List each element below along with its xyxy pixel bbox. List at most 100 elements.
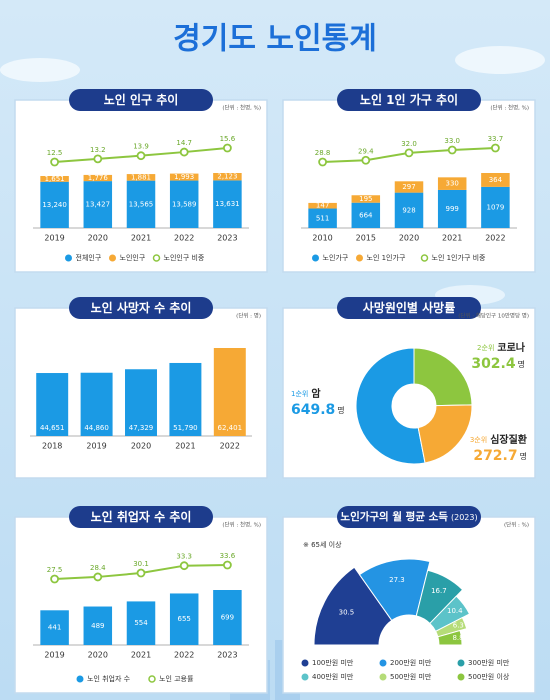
bar-value-label: 1,881 <box>131 173 151 181</box>
x-tick-label: 2020 <box>88 651 108 660</box>
bar-segment <box>213 590 242 645</box>
x-tick-label: 2020 <box>131 442 151 451</box>
bar-segment <box>394 181 424 193</box>
title-pill <box>69 89 213 111</box>
rank: 3순위 <box>470 436 487 444</box>
bar-value-label: 2,123 <box>217 173 237 181</box>
bar-segment <box>394 192 424 228</box>
bar <box>36 373 69 436</box>
bar-segment <box>437 177 467 190</box>
bar-value-label: 664 <box>359 211 373 219</box>
bar-value-label: 13,565 <box>129 200 154 208</box>
legend-marker <box>312 254 319 262</box>
x-tick-label: 2020 <box>88 234 108 243</box>
x-tick-label: 2019 <box>86 442 106 451</box>
legend-label: 노인 취업자 수 <box>87 674 131 683</box>
legend-marker <box>301 673 309 681</box>
bar-segment <box>351 195 381 203</box>
legend-marker <box>109 254 116 262</box>
bar-segment <box>308 202 337 209</box>
bar-value-label: 441 <box>48 624 61 632</box>
line-point <box>447 145 457 155</box>
semi-slice <box>415 569 464 625</box>
legend-label: 노인가구 <box>323 253 349 262</box>
title-suffix: (2023) <box>451 513 478 522</box>
cause-name: 암 <box>311 388 321 400</box>
slice-label: 27.3 <box>389 576 405 584</box>
bar-value-label: 330 <box>446 180 459 188</box>
x-tick-label: 2019 <box>44 651 64 660</box>
line-point <box>136 568 146 578</box>
legend-marker <box>76 675 84 683</box>
line-value-label: 33.0 <box>444 137 460 145</box>
unit-label: (단위 : 천명, %) <box>222 521 261 529</box>
cause-value: 649.8 명 <box>291 402 345 418</box>
bar-value-label: 928 <box>402 206 415 214</box>
unit-label: (단위 : 해당인구 10만명당 명) <box>458 312 529 320</box>
bar <box>80 372 113 436</box>
rank: 2순위 <box>477 344 494 352</box>
line-point <box>50 157 59 167</box>
panel-title: 노인 인구 추이 <box>104 92 179 107</box>
cause-label: 3순위 심장질환 <box>470 433 528 446</box>
bar-segment <box>169 593 199 645</box>
title-text: 노인 인구 추이 <box>104 92 179 107</box>
line-point <box>490 143 500 153</box>
legend-label: 500만원 미만 <box>390 672 432 681</box>
bar-segment <box>213 180 242 228</box>
semi-slice <box>313 566 393 646</box>
bar-segment <box>308 208 337 228</box>
line-value-label: 13.9 <box>133 143 149 151</box>
rank: 1순위 <box>291 390 308 398</box>
x-tick-label: 2018 <box>42 442 62 451</box>
legend-marker <box>301 659 309 667</box>
donut-slice <box>355 347 426 465</box>
title-text: 노인 1인 가구 추이 <box>360 92 458 107</box>
donut-slice <box>413 347 473 407</box>
legend-label: 노인 1인가구 <box>367 253 406 262</box>
bar-segment <box>126 601 156 645</box>
semi-slice <box>437 629 463 646</box>
x-tick-label: 2023 <box>217 651 237 660</box>
bar-value-label: 364 <box>489 176 503 184</box>
title-text: 노인 사망자 수 추이 <box>91 300 192 315</box>
cause-name: 심장질환 <box>490 433 528 446</box>
cause-value: 302.4 명 <box>471 356 525 372</box>
line-point <box>222 560 232 570</box>
line-point <box>179 561 189 571</box>
legend-marker <box>457 673 465 681</box>
bar-value-label: 1,651 <box>45 175 65 183</box>
bar-value-label: 147 <box>316 202 329 210</box>
bar-value-label: 13,240 <box>42 201 67 209</box>
panel-title: 노인 사망자 수 추이 <box>91 300 192 315</box>
title-pill <box>69 297 213 319</box>
line-value-label: 33.7 <box>488 135 504 143</box>
bar <box>169 362 202 436</box>
bar-value-label: 297 <box>402 183 415 191</box>
cause-label: 1순위 암 <box>291 388 321 400</box>
bar-segment <box>481 173 510 187</box>
bar-segment <box>437 189 467 228</box>
legend-marker <box>65 254 72 262</box>
bar-value-label: 1,776 <box>88 174 109 182</box>
line-value-label: 27.5 <box>47 566 63 574</box>
x-tick-label: 2015 <box>356 234 376 243</box>
line-point <box>93 154 103 164</box>
line-point <box>222 143 232 153</box>
bar-value-label: 489 <box>91 622 104 630</box>
legend-label: 400만원 미만 <box>312 672 354 681</box>
x-tick-label: 2022 <box>220 442 240 451</box>
cloud <box>0 58 80 82</box>
line-value-label: 13.2 <box>90 146 106 154</box>
bar-value-label: 62,401 <box>218 424 243 432</box>
line-value-label: 29.4 <box>358 147 374 155</box>
cloud <box>455 46 545 74</box>
line-value-label: 15.6 <box>220 135 236 143</box>
title-pill <box>69 506 213 528</box>
x-tick-label: 2022 <box>174 234 194 243</box>
legend-label: 전체인구 <box>76 253 102 262</box>
bar-value-label: 44,651 <box>40 424 65 432</box>
bar-segment <box>83 181 113 228</box>
line-value-label: 12.5 <box>47 149 63 157</box>
page-title: 경기도 노인통계 <box>173 22 377 57</box>
